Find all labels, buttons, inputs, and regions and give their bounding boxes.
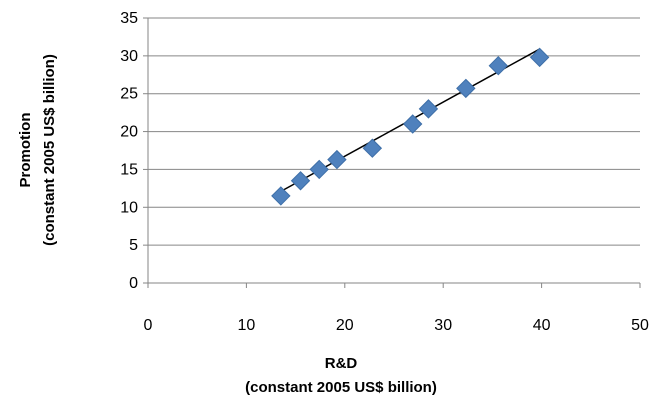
y-tick-label-10: 10: [120, 199, 138, 216]
gridlines: [148, 17, 640, 246]
y-tick-labels: 0 5 10 15 20 25 30 35: [120, 10, 138, 292]
x-tick-label-0: 0: [144, 317, 153, 334]
data-point: [488, 55, 509, 76]
x-tick-label-50: 50: [631, 317, 649, 334]
axes: [143, 17, 641, 288]
y-axis-title-line1: Promotion: [17, 113, 34, 188]
data-point: [418, 99, 439, 119]
data-point: [327, 149, 347, 170]
data-point: [362, 138, 383, 158]
y-tick-label-15: 15: [120, 161, 138, 178]
y-tick-label-30: 30: [120, 48, 138, 65]
data-point: [271, 186, 291, 206]
y-tick-label-0: 0: [129, 275, 138, 292]
x-tick-label-40: 40: [533, 317, 551, 334]
data-point: [309, 159, 329, 180]
data-point: [529, 47, 550, 68]
y-tick-label-25: 25: [120, 86, 138, 103]
y-tick-label-20: 20: [120, 124, 138, 141]
x-tick-labels: 0 10 20 30 40 50: [144, 317, 649, 334]
y-axis-title-line2: (constant 2005 US$ billion): [41, 54, 58, 246]
y-tick-label-5: 5: [129, 237, 138, 254]
data-point: [456, 78, 476, 99]
x-axis-title-line1: R&D: [325, 355, 358, 372]
data-point: [290, 171, 311, 191]
y-tick-label-35: 35: [120, 10, 138, 27]
data-points: [271, 47, 550, 206]
x-axis-title-line2: (constant 2005 US$ billion): [245, 379, 437, 396]
x-tick-label-20: 20: [336, 317, 354, 334]
data-point: [402, 114, 423, 134]
x-tick-label-10: 10: [238, 317, 256, 334]
x-tick-label-30: 30: [434, 317, 452, 334]
